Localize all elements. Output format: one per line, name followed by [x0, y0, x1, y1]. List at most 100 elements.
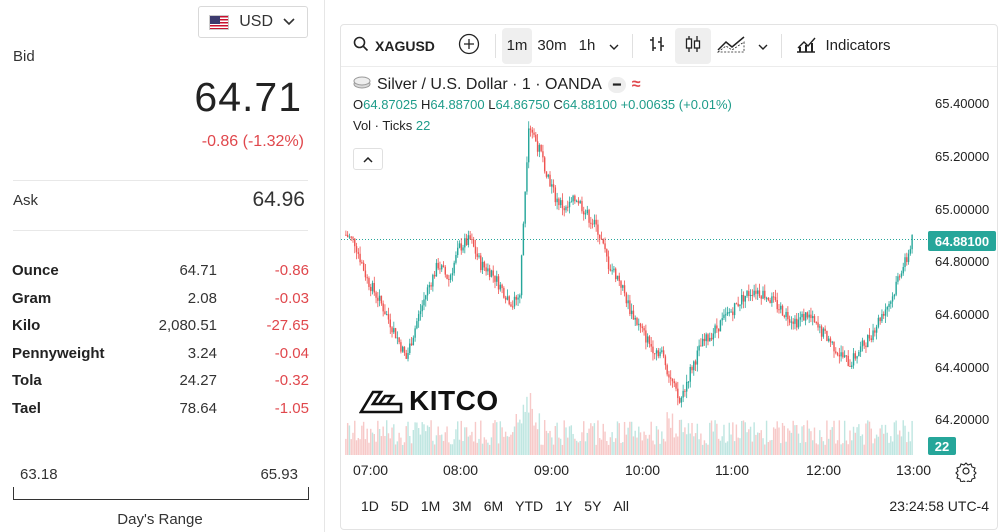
volume-bar — [865, 423, 867, 455]
volume-bar — [552, 444, 555, 455]
candle-body — [739, 304, 741, 307]
bar-chart-type-button[interactable] — [639, 28, 675, 64]
candle-body — [497, 276, 500, 290]
candle-body — [460, 243, 462, 251]
unit-value: 3.24 — [187, 344, 217, 362]
candle-body — [659, 351, 661, 357]
chart-type-dropdown[interactable] — [751, 28, 775, 64]
collapse-legend-button[interactable] — [353, 148, 383, 170]
candle-body — [666, 365, 668, 375]
volume-bar — [472, 441, 475, 455]
volume-bar — [529, 393, 532, 455]
range-6m[interactable]: 6M — [483, 498, 504, 514]
candle-body — [558, 198, 560, 206]
unit-row-tola: Tola 24.27 -0.32 — [12, 370, 309, 398]
x-tick: 12:00 — [806, 462, 842, 478]
volume-bar — [535, 422, 537, 455]
volume-bar — [355, 440, 358, 455]
bars-icon — [647, 34, 667, 58]
volume-bar — [799, 442, 801, 455]
indicators-button[interactable]: Indicators — [788, 28, 898, 64]
unit-change: -1.05 — [274, 399, 309, 417]
candle-body — [696, 350, 699, 365]
volume-bar — [549, 430, 551, 455]
volume-bar — [469, 435, 471, 455]
range-5d[interactable]: 5D — [390, 498, 409, 514]
volume-bar — [870, 428, 872, 455]
range-5y[interactable]: 5Y — [584, 498, 602, 514]
candle-body — [583, 211, 585, 215]
candle-body — [661, 350, 663, 352]
candle-body — [813, 316, 816, 323]
candle-body — [680, 397, 683, 403]
candle-body — [829, 338, 832, 343]
range-3m[interactable]: 3M — [452, 498, 472, 514]
unit-change: -0.04 — [274, 344, 309, 362]
volume-bar — [591, 426, 594, 455]
candle-body — [501, 284, 503, 289]
volume-bar — [872, 443, 874, 455]
y-tick: 65.20000 — [935, 149, 990, 164]
candle-body — [538, 144, 541, 152]
price-chart[interactable] — [341, 25, 998, 495]
unit-row-ounce: Ounce 64.71 -0.86 — [12, 260, 309, 288]
candle-body — [689, 366, 691, 382]
candles-chart-type-button[interactable] — [675, 27, 711, 64]
range-1y[interactable]: 1Y — [555, 498, 573, 514]
candle-body — [765, 297, 768, 299]
area-chart-type-button[interactable] — [711, 28, 751, 64]
candle-body — [357, 252, 360, 254]
volume-bar — [709, 422, 711, 455]
symbol-search-button[interactable]: XAGUSD — [341, 28, 449, 64]
candle-body — [419, 311, 422, 315]
candle-body — [728, 312, 730, 314]
candle-body — [833, 341, 835, 352]
candle-body — [556, 198, 558, 203]
volume-bar — [528, 412, 530, 455]
candle-body — [370, 286, 372, 292]
range-1d[interactable]: 1D — [361, 498, 379, 514]
volume-bar — [707, 444, 709, 455]
currency-selector[interactable]: USD — [198, 6, 308, 38]
volume-bar — [701, 444, 704, 455]
candle-body — [437, 262, 439, 269]
range-all[interactable]: All — [613, 498, 629, 514]
open-label: O — [353, 97, 364, 112]
divider — [13, 180, 308, 181]
volume-bar — [345, 438, 347, 455]
volume-bar — [426, 425, 429, 455]
volume-bar — [776, 421, 778, 455]
candle-body — [409, 343, 411, 354]
compare-symbol-button[interactable] — [449, 28, 489, 64]
candle-body — [858, 351, 860, 357]
interval-1m[interactable]: 1m — [502, 27, 532, 64]
interval-1h[interactable]: 1h — [578, 37, 596, 54]
candle-body — [570, 201, 573, 203]
volume-bar — [410, 443, 413, 455]
candle-body — [378, 295, 381, 301]
chart-settings-button[interactable] — [955, 460, 977, 484]
interval-dropdown[interactable] — [602, 28, 626, 64]
volume-bar — [625, 434, 628, 455]
interval-30m[interactable]: 30m — [537, 37, 567, 54]
candle-body — [554, 187, 557, 203]
change-value: +0.00635 (+0.01%) — [620, 97, 732, 112]
volume-bar — [629, 421, 631, 455]
candle-body — [627, 300, 629, 304]
volume-bar — [604, 431, 606, 455]
volume-bar — [735, 424, 738, 455]
candle-body — [854, 353, 857, 359]
volume-bar — [733, 441, 736, 455]
volume-bar — [551, 437, 553, 455]
volume-bar — [762, 438, 764, 455]
candle-body — [575, 200, 578, 202]
candle-body — [602, 239, 604, 244]
volume-bar — [481, 443, 484, 455]
candle-body — [595, 219, 597, 225]
chart-toolbar: XAGUSD 1m 30m 1h — [341, 25, 997, 67]
volume-bar — [357, 437, 360, 455]
volume-bar — [428, 426, 431, 455]
range-ytd[interactable]: YTD — [515, 498, 544, 514]
volume-bar — [520, 423, 523, 455]
range-1m[interactable]: 1M — [420, 498, 441, 514]
